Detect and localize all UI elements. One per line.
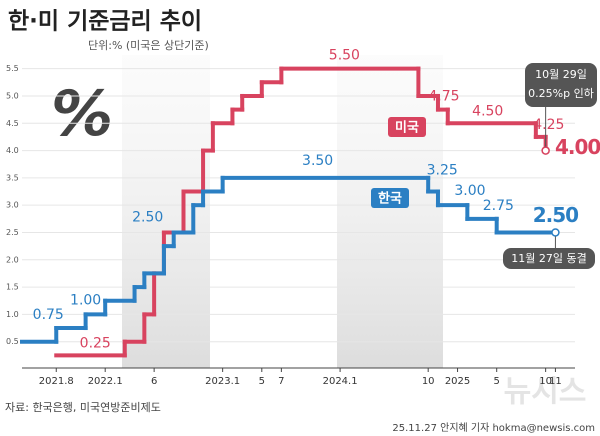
x-tick-label: 5 xyxy=(259,376,265,387)
x-tick-label: 5 xyxy=(494,376,500,387)
data-label: 4.00 xyxy=(555,135,600,159)
x-tick-label: 10 xyxy=(422,376,435,387)
x-tick-label: 11 xyxy=(549,376,562,387)
data-label: 0.75 xyxy=(33,307,64,323)
y-tick-label: 1.0 xyxy=(6,310,19,319)
data-label: 2.75 xyxy=(483,198,514,214)
source: 자료: 한국은행, 미국연방준비제도 xyxy=(5,401,161,414)
shade-band xyxy=(337,55,443,368)
y-tick-label: 5.0 xyxy=(6,91,19,100)
legend-box xyxy=(371,188,409,208)
y-tick-label: 2.0 xyxy=(6,255,19,264)
subtitle: 단위:% (미국은 상단기준) xyxy=(88,39,209,52)
shade-band xyxy=(122,55,210,368)
x-tick-label: 2023.1 xyxy=(205,376,240,387)
y-tick-label: 2.5 xyxy=(6,228,19,237)
callout-text: 10월 29일 xyxy=(535,67,587,81)
credit: 25.11.27 안지혜 기자 hokma@newsis.com xyxy=(392,422,595,434)
callout-box xyxy=(503,248,595,269)
end-point xyxy=(541,146,550,155)
x-tick-label: 10 xyxy=(539,376,552,387)
y-tick-label: 4.5 xyxy=(6,119,19,128)
y-tick-label: 3.5 xyxy=(6,173,19,182)
y-tick-label: 1.5 xyxy=(6,283,19,292)
data-label: 4.50 xyxy=(472,103,503,119)
data-label: 4.75 xyxy=(428,89,459,105)
data-label: 3.00 xyxy=(454,183,485,199)
legend-label: 한국 xyxy=(378,191,402,207)
data-label: 0.25 xyxy=(80,335,111,351)
legend-label: 미국 xyxy=(395,120,419,136)
x-tick-label: 2024.1 xyxy=(323,376,358,387)
end-point xyxy=(551,228,560,237)
data-label: 4.25 xyxy=(533,117,564,133)
data-label: 3.50 xyxy=(302,153,333,169)
data-label: 3.25 xyxy=(427,163,458,179)
callout-box xyxy=(525,63,597,107)
legend-box xyxy=(388,117,426,137)
y-tick-label: 0.5 xyxy=(6,337,19,346)
data-label: 1.00 xyxy=(70,292,101,308)
callout-text: 0.25%p 인하 xyxy=(528,86,594,100)
icon: % xyxy=(51,77,113,150)
x-tick-label: 2022.1 xyxy=(88,376,123,387)
data-label: 2.50 xyxy=(533,203,578,227)
x-tick-label: 6 xyxy=(151,376,157,387)
y-tick-label: 3.0 xyxy=(6,201,19,210)
x-tick-label: 7 xyxy=(278,376,284,387)
watermark: 뉴시스 xyxy=(504,375,587,410)
y-tick-label: 4.0 xyxy=(6,146,19,155)
data-label: 2.50 xyxy=(132,209,163,225)
x-tick-label: 2021.8 xyxy=(39,376,74,387)
x-tick-label: 2025 xyxy=(445,376,470,387)
data-label: 5.50 xyxy=(329,48,360,64)
y-tick-label: 5.5 xyxy=(6,64,19,73)
chart-title: 한·미 기준금리 추이 xyxy=(8,9,202,35)
callout-text: 11월 27일 동결 xyxy=(511,251,586,265)
